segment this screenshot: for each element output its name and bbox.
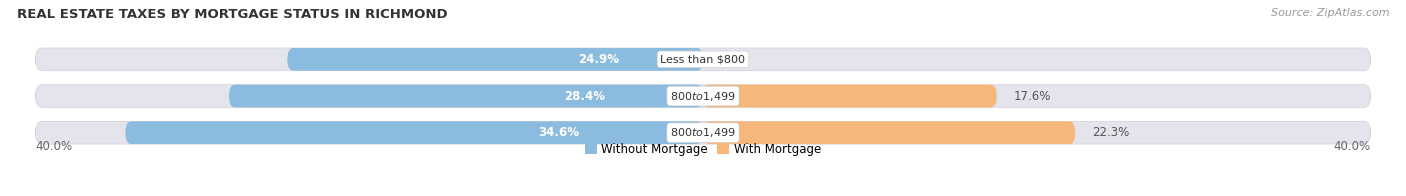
Text: $800 to $1,499: $800 to $1,499 (671, 126, 735, 139)
FancyBboxPatch shape (703, 121, 1076, 144)
Text: 40.0%: 40.0% (35, 140, 72, 153)
Text: 0.0%: 0.0% (720, 53, 749, 66)
Text: Less than $800: Less than $800 (661, 54, 745, 64)
FancyBboxPatch shape (703, 85, 997, 107)
Text: 24.9%: 24.9% (578, 53, 620, 66)
Legend: Without Mortgage, With Mortgage: Without Mortgage, With Mortgage (585, 143, 821, 156)
Text: 40.0%: 40.0% (1334, 140, 1371, 153)
FancyBboxPatch shape (125, 121, 703, 144)
Text: 17.6%: 17.6% (1014, 90, 1050, 103)
FancyBboxPatch shape (35, 121, 1371, 144)
Text: $800 to $1,499: $800 to $1,499 (671, 90, 735, 103)
Text: 34.6%: 34.6% (538, 126, 579, 139)
FancyBboxPatch shape (35, 85, 1371, 107)
Text: REAL ESTATE TAXES BY MORTGAGE STATUS IN RICHMOND: REAL ESTATE TAXES BY MORTGAGE STATUS IN … (17, 8, 447, 21)
Text: 28.4%: 28.4% (564, 90, 605, 103)
Text: 22.3%: 22.3% (1092, 126, 1129, 139)
FancyBboxPatch shape (229, 85, 703, 107)
FancyBboxPatch shape (35, 48, 1371, 71)
Text: Source: ZipAtlas.com: Source: ZipAtlas.com (1271, 8, 1389, 18)
FancyBboxPatch shape (287, 48, 703, 71)
